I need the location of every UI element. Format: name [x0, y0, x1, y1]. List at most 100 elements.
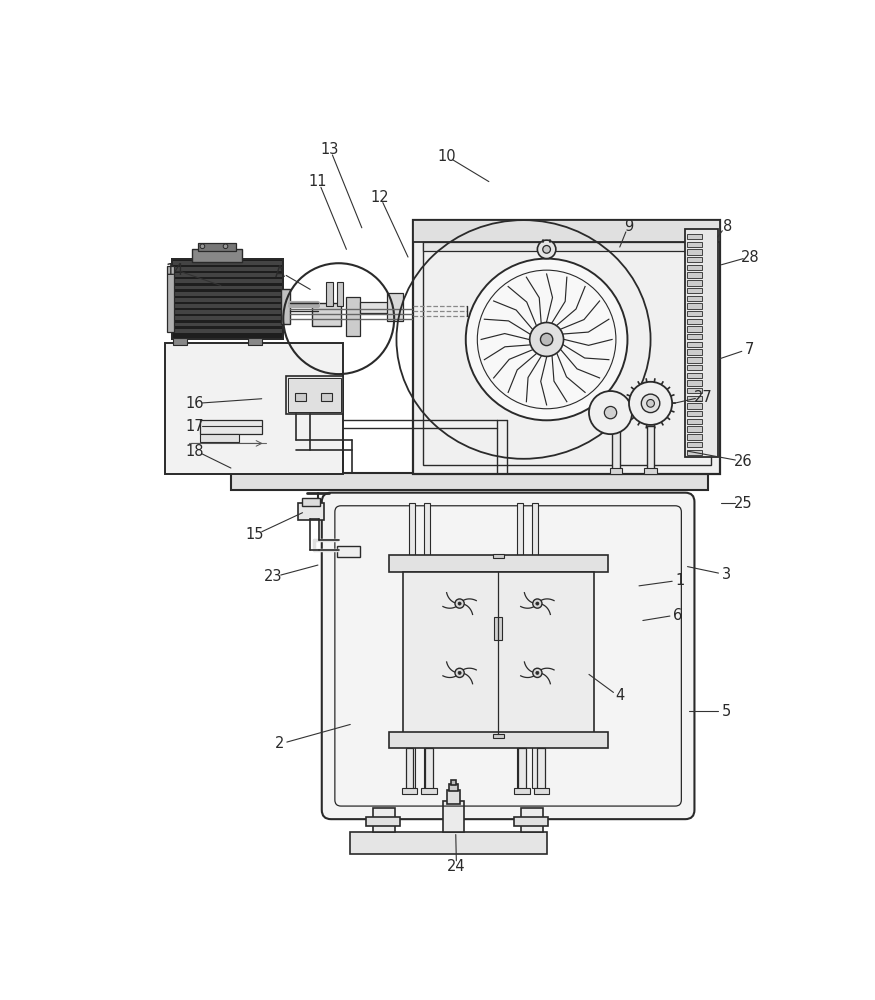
Bar	[173, 304, 282, 308]
Bar	[687, 272, 702, 278]
Bar	[200, 434, 239, 442]
Bar	[687, 303, 702, 309]
Text: 12: 12	[370, 190, 388, 205]
Circle shape	[537, 240, 556, 259]
FancyBboxPatch shape	[322, 493, 695, 819]
Circle shape	[536, 602, 539, 605]
Bar	[516, 503, 522, 788]
Circle shape	[541, 333, 553, 346]
Bar	[687, 373, 702, 378]
Bar	[374, 808, 395, 832]
Circle shape	[605, 406, 617, 419]
Bar	[167, 266, 174, 332]
Circle shape	[536, 671, 539, 674]
Text: 25: 25	[733, 496, 752, 511]
Bar	[173, 267, 282, 271]
Circle shape	[455, 599, 465, 608]
Bar	[446, 790, 460, 804]
Circle shape	[466, 259, 627, 420]
Bar	[409, 503, 415, 788]
Bar	[687, 288, 702, 293]
Bar	[312, 303, 341, 326]
Bar	[687, 334, 702, 339]
Bar	[687, 411, 702, 416]
Bar	[687, 426, 702, 432]
Text: 3: 3	[722, 567, 731, 582]
Bar	[173, 279, 282, 283]
Bar	[337, 282, 343, 306]
Bar	[337, 546, 360, 557]
Bar	[173, 323, 282, 326]
Bar	[687, 434, 702, 440]
Bar	[518, 748, 526, 790]
Text: 10: 10	[438, 149, 456, 164]
Bar	[288, 378, 341, 412]
Text: 2: 2	[275, 736, 284, 751]
Bar	[687, 311, 702, 316]
Text: 16: 16	[186, 396, 204, 411]
Bar	[532, 503, 538, 788]
Bar	[406, 748, 413, 790]
Circle shape	[200, 244, 205, 249]
Circle shape	[458, 671, 461, 674]
Bar	[537, 748, 545, 790]
Bar	[421, 788, 437, 794]
Bar	[172, 259, 284, 339]
Text: 1: 1	[676, 573, 684, 588]
Text: 5: 5	[721, 704, 731, 719]
Bar	[173, 338, 187, 345]
Bar	[687, 265, 702, 270]
Bar	[687, 388, 702, 393]
Bar	[687, 342, 702, 347]
Bar	[173, 298, 282, 302]
Text: 7: 7	[745, 342, 753, 357]
Bar	[198, 243, 236, 251]
Circle shape	[589, 391, 632, 434]
Text: 15: 15	[246, 527, 264, 542]
Circle shape	[533, 599, 542, 608]
Circle shape	[455, 668, 465, 677]
Bar	[366, 817, 401, 826]
Text: A: A	[275, 265, 284, 280]
Bar	[493, 734, 504, 738]
Bar	[687, 349, 702, 355]
Bar	[687, 319, 702, 324]
Bar	[685, 229, 717, 457]
Bar	[173, 286, 282, 289]
Text: 8: 8	[723, 219, 732, 234]
Text: 23: 23	[264, 569, 283, 584]
Circle shape	[458, 602, 461, 605]
Text: 27: 27	[694, 390, 712, 405]
Bar	[687, 396, 702, 401]
Bar	[687, 257, 702, 262]
Bar	[423, 242, 710, 251]
Bar	[687, 357, 702, 363]
Bar	[192, 249, 242, 262]
Bar	[452, 780, 456, 785]
Bar	[326, 282, 332, 306]
Text: 24: 24	[447, 859, 466, 874]
Text: 13: 13	[320, 142, 339, 157]
Bar	[687, 296, 702, 301]
Bar	[493, 554, 504, 558]
Bar	[425, 748, 432, 790]
Text: 18: 18	[186, 444, 204, 459]
Bar	[494, 617, 502, 640]
Bar	[687, 249, 702, 255]
Bar	[687, 280, 702, 286]
Circle shape	[647, 400, 654, 407]
Bar	[514, 788, 529, 794]
Bar	[687, 450, 702, 455]
Bar	[388, 293, 402, 321]
Text: 6: 6	[673, 608, 682, 623]
Bar	[644, 468, 657, 474]
Text: 26: 26	[733, 454, 752, 469]
Text: 11: 11	[309, 174, 327, 189]
Bar	[449, 784, 458, 791]
Bar	[514, 817, 548, 826]
Circle shape	[641, 394, 660, 413]
Bar	[200, 420, 262, 434]
Bar	[534, 788, 549, 794]
Bar	[360, 302, 395, 312]
Bar	[522, 808, 542, 832]
